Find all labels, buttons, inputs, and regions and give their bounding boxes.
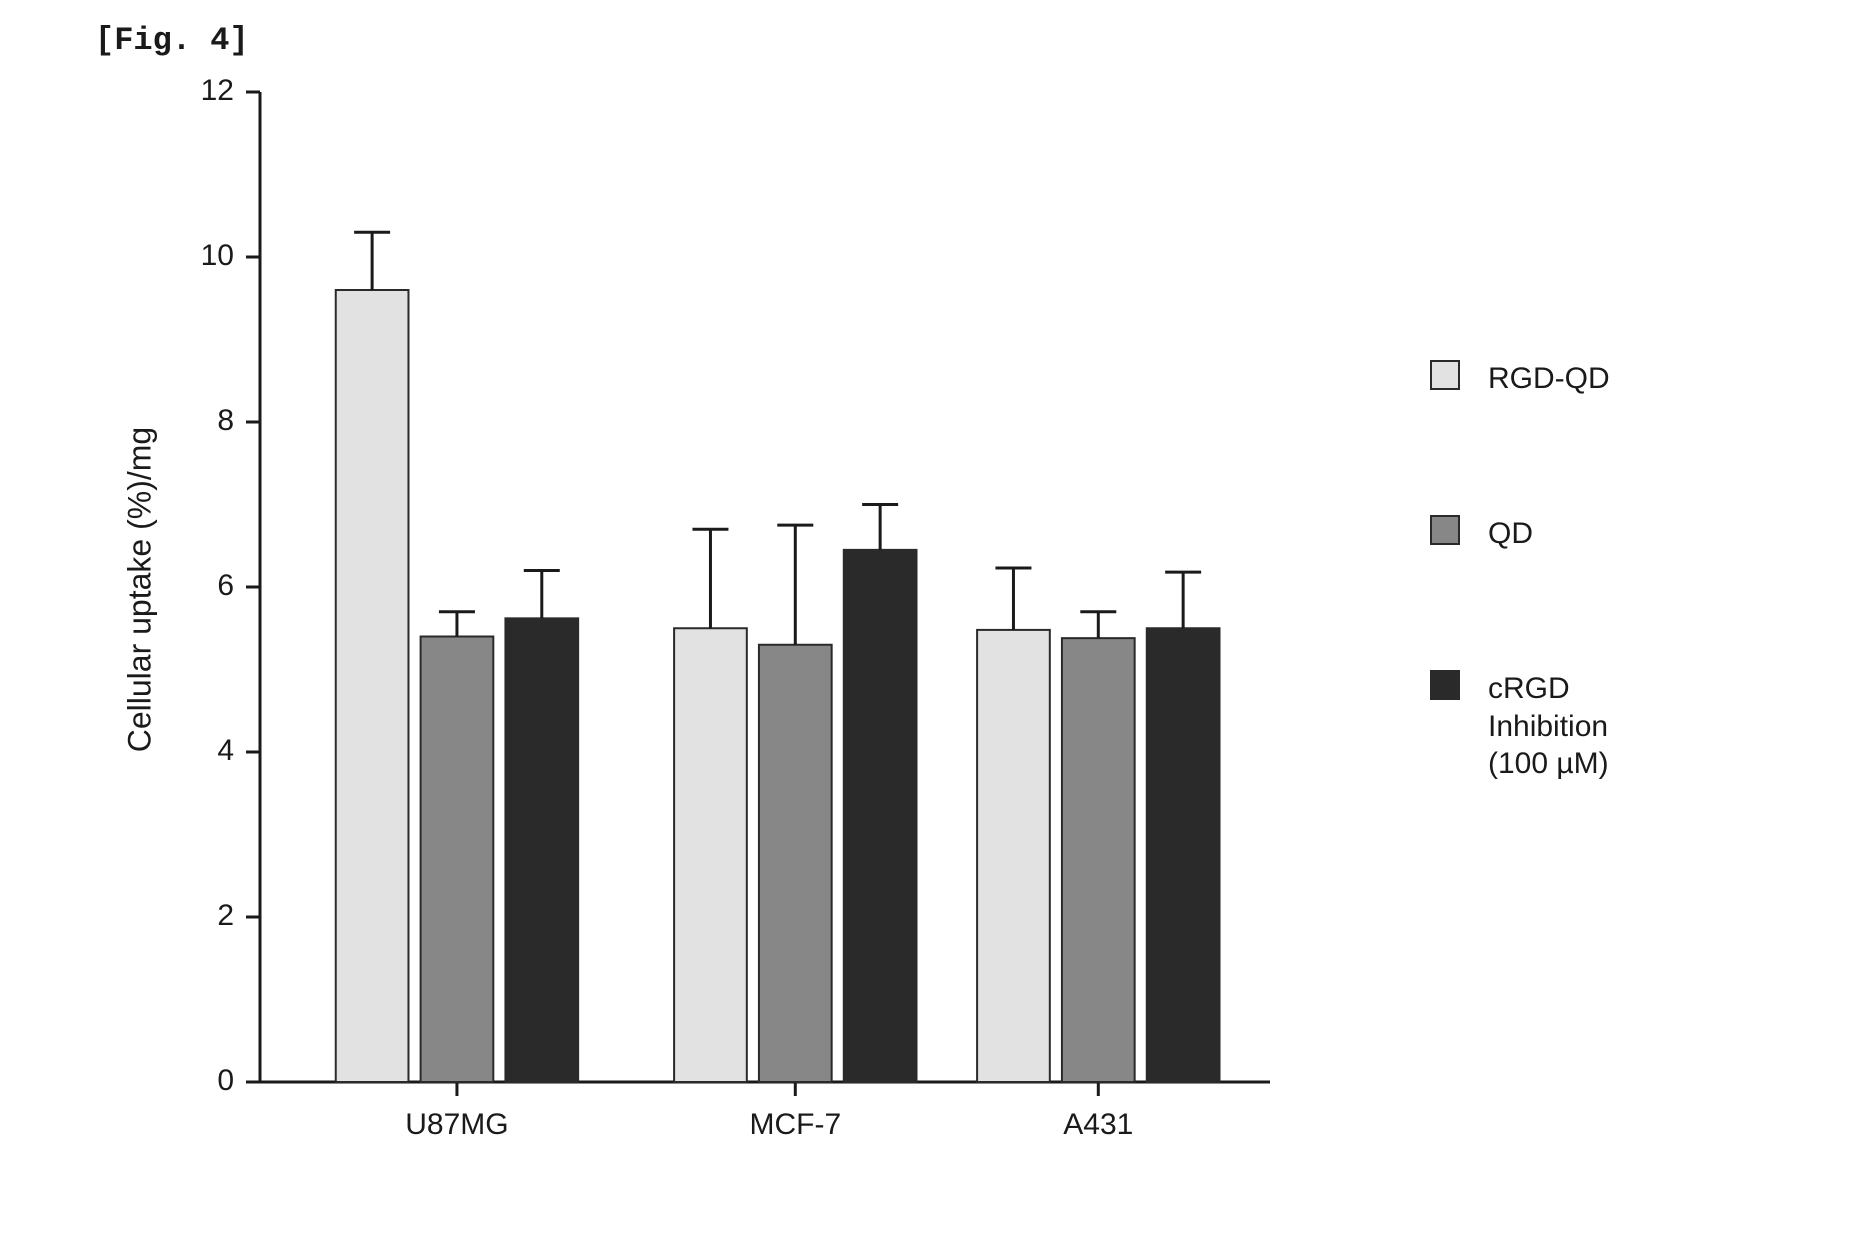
- legend-item: QD: [1430, 515, 1533, 553]
- bar: [336, 290, 409, 1082]
- legend-label: QD: [1488, 515, 1533, 553]
- bar: [505, 618, 578, 1082]
- page: [Fig. 4] Cellular uptake (%)/mg 02468101…: [0, 0, 1854, 1246]
- category-label: MCF-7: [749, 1108, 841, 1141]
- bar: [759, 645, 832, 1082]
- legend-swatch: [1430, 515, 1460, 545]
- bar: [844, 550, 917, 1082]
- y-tick-label: 10: [201, 239, 234, 272]
- bar: [674, 628, 747, 1082]
- bar: [421, 637, 494, 1083]
- category-label: U87MG: [405, 1108, 508, 1141]
- y-tick-label: 12: [201, 74, 234, 107]
- y-tick-label: 4: [217, 734, 234, 767]
- y-tick-label: 8: [217, 404, 234, 437]
- bar: [977, 630, 1050, 1082]
- category-label: A431: [1063, 1108, 1133, 1141]
- legend-label: cRGD Inhibition (100 µM): [1488, 670, 1609, 783]
- y-tick-label: 2: [217, 899, 234, 932]
- y-tick-label: 0: [217, 1064, 234, 1097]
- legend-item: RGD-QD: [1430, 360, 1610, 398]
- legend: RGD-QD QD cRGD Inhibition (100 µM): [1430, 360, 1790, 960]
- bar: [1062, 638, 1135, 1082]
- legend-label: RGD-QD: [1488, 360, 1610, 398]
- legend-item: cRGD Inhibition (100 µM): [1430, 670, 1609, 783]
- legend-swatch: [1430, 360, 1460, 390]
- bar: [1147, 628, 1220, 1082]
- legend-swatch: [1430, 670, 1460, 700]
- y-tick-label: 6: [217, 569, 234, 602]
